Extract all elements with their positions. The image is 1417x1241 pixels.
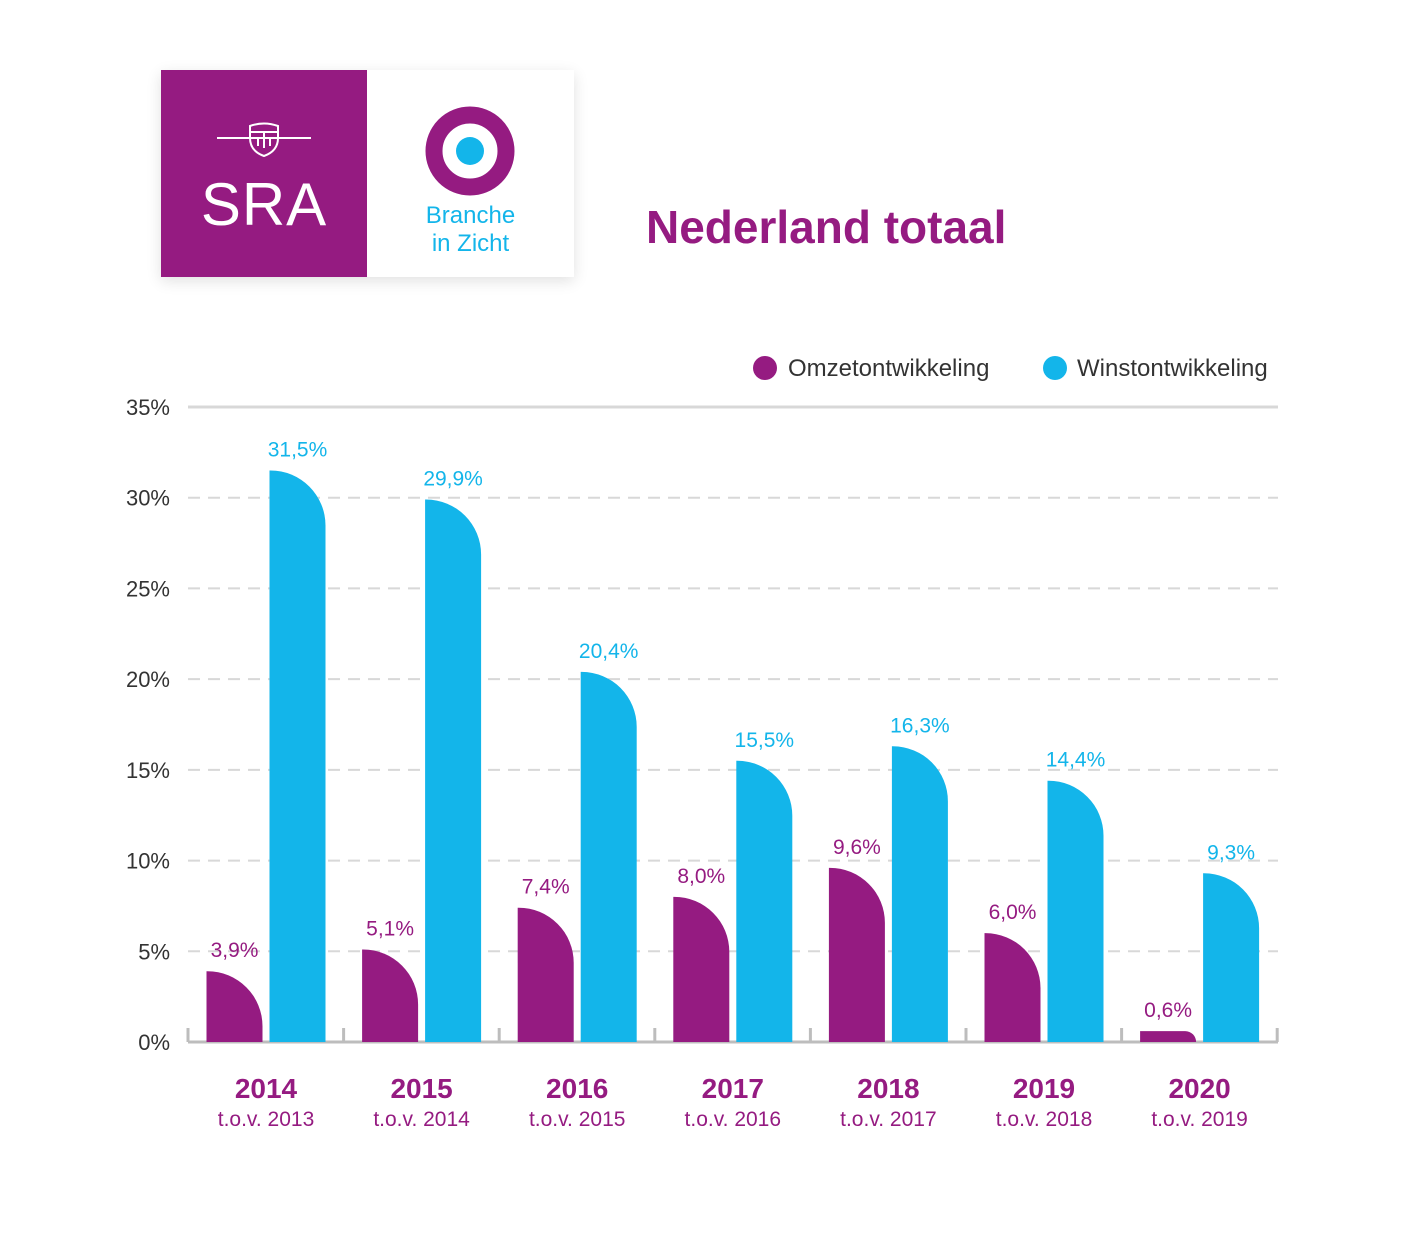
sra-logo: SRA: [161, 70, 367, 277]
omzet-bar-2019: [984, 933, 1041, 1042]
omzet-value-label: 9,6%: [833, 836, 881, 859]
winst-bar-2019: [1047, 780, 1104, 1042]
y-tick-label: 35%: [126, 395, 170, 420]
bic-line-2: in Zicht: [431, 230, 510, 257]
grid-lines: [186, 405, 1279, 1044]
y-tick-label: 25%: [126, 576, 170, 601]
omzet-value-label: 7,4%: [522, 876, 570, 899]
y-tick-label: 30%: [126, 486, 170, 511]
y-tick-label: 20%: [126, 667, 170, 692]
category-sublabel: t.o.v. 2016: [685, 1108, 782, 1131]
winst-value-label: 31,5%: [268, 439, 328, 462]
category-year-label: 2020: [1168, 1073, 1230, 1104]
y-tick-label: 15%: [126, 758, 170, 783]
category-year-label: 2018: [857, 1073, 919, 1104]
winst-value-label: 14,4%: [1046, 749, 1106, 772]
category-year-label: 2014: [235, 1073, 298, 1104]
omzet-value-label: 6,0%: [989, 901, 1037, 924]
target-icon: [425, 106, 515, 196]
winst-bar-2020: [1203, 873, 1260, 1042]
category-sublabel: t.o.v. 2015: [529, 1108, 626, 1131]
data-labels: 3,9% 31,5% 5,1% 29,9% 7,4% 20,4% 8,0% 15,5% 9,6%…: [211, 439, 1255, 1023]
omzet-bar-2016: [517, 907, 574, 1042]
x-axis-categories: 2014 t.o.v. 2013 2015 t.o.v. 2014 2016 t.o.v.…: [218, 1073, 1248, 1131]
y-tick-label: 0%: [138, 1030, 170, 1055]
omzet-bar-2014: [206, 971, 263, 1042]
legend: Omzetontwikkeling Winstontwikkeling: [753, 355, 1268, 382]
category-year-label: 2016: [546, 1073, 608, 1104]
category-sublabel: t.o.v. 2013: [218, 1108, 315, 1131]
y-axis-ticks: 0% 5% 10% 15% 20% 25% 30% 35%: [126, 395, 170, 1055]
winst-bar-2014: [269, 470, 326, 1042]
winst-value-label: 29,9%: [423, 468, 483, 491]
legend-marker-omzet: [753, 356, 777, 380]
winst-bar-2017: [736, 760, 793, 1042]
category-sublabel: t.o.v. 2019: [1151, 1108, 1248, 1131]
winst-bar-2018: [891, 746, 948, 1042]
bars: [206, 470, 1260, 1042]
category-year-label: 2017: [702, 1073, 764, 1104]
omzet-bar-2017: [673, 896, 730, 1042]
legend-label-omzet: Omzetontwikkeling: [788, 355, 989, 382]
omzet-value-label: 5,1%: [366, 917, 414, 940]
category-year-label: 2019: [1013, 1073, 1075, 1104]
legend-label-winst: Winstontwikkeling: [1077, 355, 1268, 382]
omzet-bar-2015: [362, 949, 419, 1042]
shield-icon: [217, 122, 311, 158]
logo-card: SRA Branche in Zicht: [161, 70, 574, 277]
bic-line-1: Branche: [425, 202, 516, 229]
omzet-bar-2020: [1140, 1031, 1197, 1042]
branche-in-zicht-logo-text: Branche in Zicht: [367, 202, 574, 258]
winst-value-label: 20,4%: [579, 640, 639, 663]
category-sublabel: t.o.v. 2014: [373, 1108, 470, 1131]
winst-value-label: 15,5%: [735, 729, 795, 752]
y-tick-label: 5%: [138, 939, 170, 964]
category-sublabel: t.o.v. 2017: [840, 1108, 937, 1131]
winst-value-label: 16,3%: [890, 714, 950, 737]
category-sublabel: t.o.v. 2018: [996, 1108, 1093, 1131]
y-tick-label: 10%: [126, 849, 170, 874]
omzet-bar-2018: [828, 867, 885, 1042]
winst-value-label: 9,3%: [1207, 841, 1255, 864]
chart-title: Nederland totaal: [646, 201, 1007, 253]
legend-marker-winst: [1043, 356, 1067, 380]
category-year-label: 2015: [390, 1073, 452, 1104]
omzet-value-label: 3,9%: [211, 939, 259, 962]
winst-bar-2016: [580, 671, 637, 1042]
winst-bar-2015: [425, 499, 482, 1042]
sra-logo-text: SRA: [200, 171, 328, 238]
omzet-value-label: 0,6%: [1144, 999, 1192, 1022]
omzet-value-label: 8,0%: [677, 865, 725, 888]
